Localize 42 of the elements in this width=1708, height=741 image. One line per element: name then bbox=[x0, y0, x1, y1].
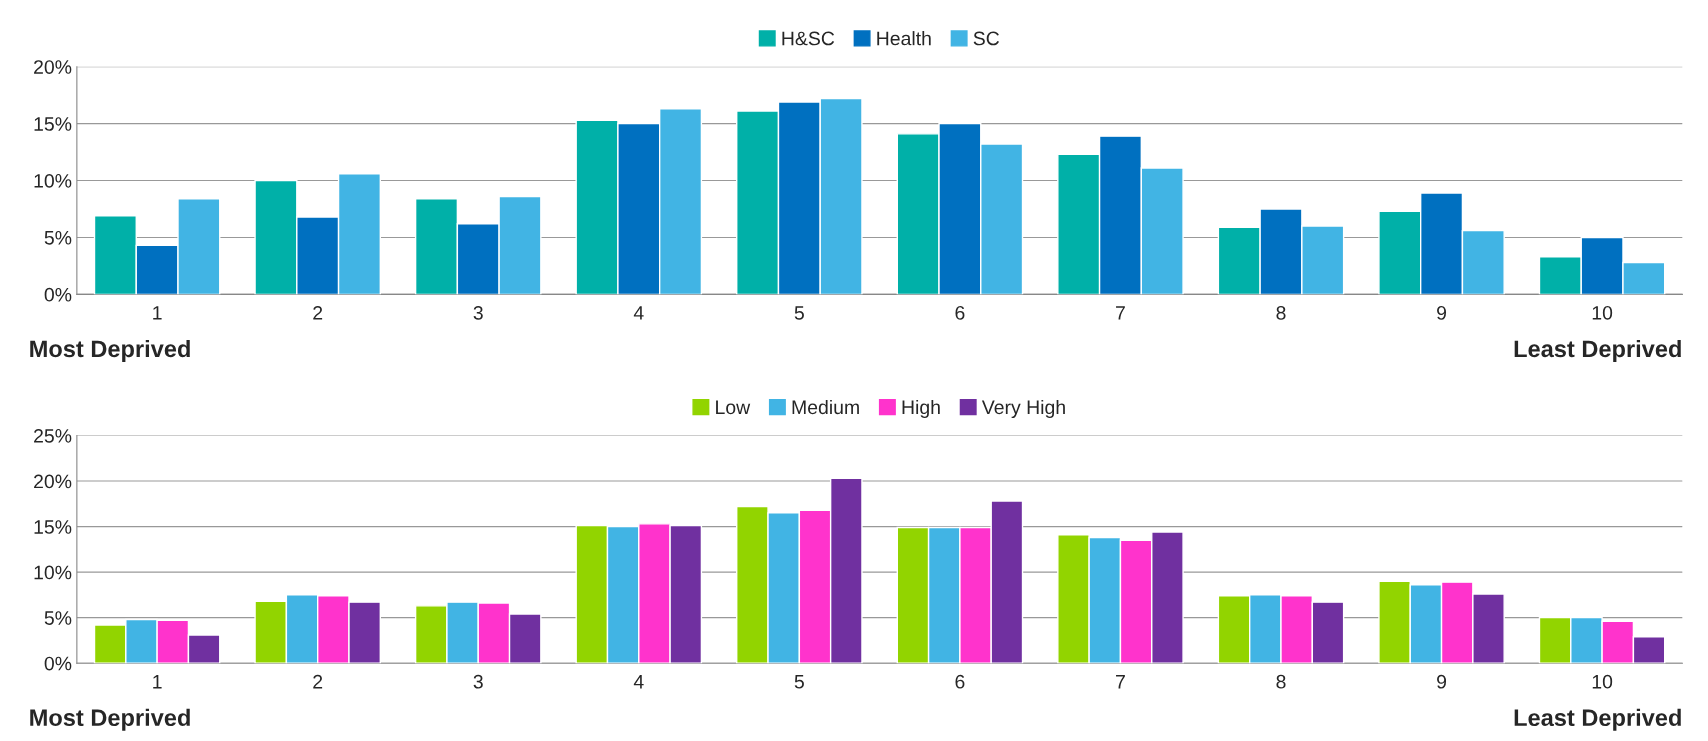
x-tick-label: 7 bbox=[1116, 675, 1125, 689]
text: Least Deprived bbox=[1514, 339, 1681, 362]
y-tick-label: 5% bbox=[44, 611, 72, 625]
x-tick-label: 8 bbox=[1276, 674, 1286, 689]
x-tick-label: 6 bbox=[955, 674, 965, 689]
x-tick-label: 1 bbox=[153, 306, 162, 320]
y-tick-label: 25% bbox=[34, 428, 72, 443]
text: Least Deprived bbox=[1514, 708, 1681, 731]
x-tick-label: 4 bbox=[633, 675, 644, 689]
y-tick-label: 0% bbox=[44, 287, 72, 302]
legend-label: SC bbox=[973, 31, 1000, 46]
legend-label: Health bbox=[877, 31, 931, 46]
y-tick-label: 10% bbox=[34, 173, 72, 188]
text: Most Deprived bbox=[30, 708, 190, 731]
x-tick-label: 7 bbox=[1116, 306, 1125, 320]
x-tick-label: 9 bbox=[1437, 305, 1447, 320]
x-tick-label: 3 bbox=[473, 674, 483, 689]
x-tick-label: 4 bbox=[633, 306, 644, 320]
x-tick-label: 3 bbox=[473, 305, 483, 320]
legend-label: High bbox=[902, 399, 940, 419]
x-tick-label: 9 bbox=[1437, 674, 1447, 689]
text: Most Deprived bbox=[30, 339, 190, 362]
legend-label: Low bbox=[716, 400, 751, 415]
legend-label: H&SC bbox=[782, 31, 835, 46]
x-tick-label: 8 bbox=[1276, 305, 1286, 320]
x-tick-label: 10 bbox=[1592, 674, 1613, 689]
x-tick-label: 2 bbox=[313, 305, 323, 320]
y-tick-label: 15% bbox=[34, 117, 72, 131]
x-tick-label: 6 bbox=[955, 305, 965, 320]
y-tick-label: 5% bbox=[44, 231, 72, 245]
legend-label: Medium bbox=[792, 399, 859, 415]
y-tick-label: 10% bbox=[34, 565, 72, 580]
x-tick-label: 1 bbox=[153, 675, 162, 689]
x-tick-label: 2 bbox=[313, 674, 323, 689]
x-tick-label: 5 bbox=[794, 306, 804, 320]
y-tick-label: 20% bbox=[34, 474, 72, 489]
y-tick-label: 20% bbox=[34, 60, 72, 74]
x-tick-label: 10 bbox=[1592, 305, 1613, 320]
x-tick-label: 5 bbox=[794, 675, 804, 689]
y-tick-label: 0% bbox=[44, 656, 72, 671]
y-tick-label: 15% bbox=[34, 520, 72, 534]
legend-label: Very High bbox=[981, 399, 1065, 419]
